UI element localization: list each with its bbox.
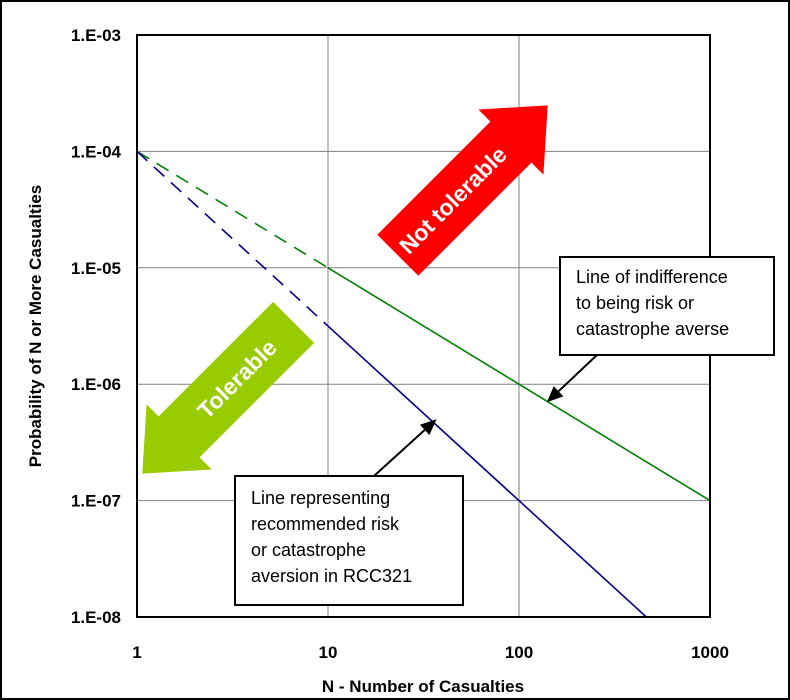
indifference-line-2: to being risk or: [576, 293, 694, 313]
x-tick-label: 1: [132, 643, 141, 662]
not-tolerable-arrow-shape: [377, 105, 548, 276]
series-1-dashed-line: [136, 150, 329, 269]
series-1-solid-line: [327, 267, 711, 502]
indifference-line-3: catastrophe averse: [576, 319, 729, 339]
recommended-pointer-line: [373, 429, 426, 477]
tolerable-arrow-shape: [142, 301, 315, 474]
series-2-solid-line: [327, 325, 647, 618]
indifference-box: [559, 256, 775, 356]
recommended-pointer-head: [419, 419, 437, 436]
y-tick-label: 1.E-06: [71, 375, 121, 394]
x-tick-label: 100: [505, 643, 533, 662]
recommended-line-4: aversion in RCC321: [251, 566, 412, 586]
indifference-pointer-head: [546, 386, 564, 403]
y-tick-label: 1.E-03: [71, 26, 121, 45]
recommended-box: [234, 475, 464, 606]
recommended-line-3: or catastrophe: [251, 540, 366, 560]
y-axis-title: Probability of N or More Casualties: [26, 185, 45, 467]
y-tick-labels: 1.E-03 1.E-04 1.E-05 1.E-06 1.E-07 1.E-08: [71, 26, 122, 627]
series-2-dashed-line: [136, 150, 329, 327]
x-tick-label: 10: [319, 643, 338, 662]
y-tick-label: 1.E-05: [71, 259, 121, 278]
indifference-line-1: Line of indifference: [576, 267, 728, 287]
y-tick-label: 1.E-08: [71, 608, 121, 627]
annotation-recommended: Line representing recommended risk or ca…: [234, 419, 464, 606]
x-axis-title: N - Number of Casualties: [322, 677, 524, 696]
recommended-line-1: Line representing: [251, 488, 390, 508]
annotation-indifference: Line of indifference to being risk or ca…: [546, 256, 775, 403]
x-tick-labels: 1 10 100 1000: [132, 643, 729, 662]
y-tick-label: 1.E-07: [71, 492, 121, 511]
y-tick-label: 1.E-04: [71, 142, 122, 161]
indifference-pointer-line: [557, 354, 598, 392]
x-tick-label: 1000: [691, 643, 729, 662]
recommended-line-2: recommended risk: [251, 514, 400, 534]
series-group: [136, 150, 711, 618]
